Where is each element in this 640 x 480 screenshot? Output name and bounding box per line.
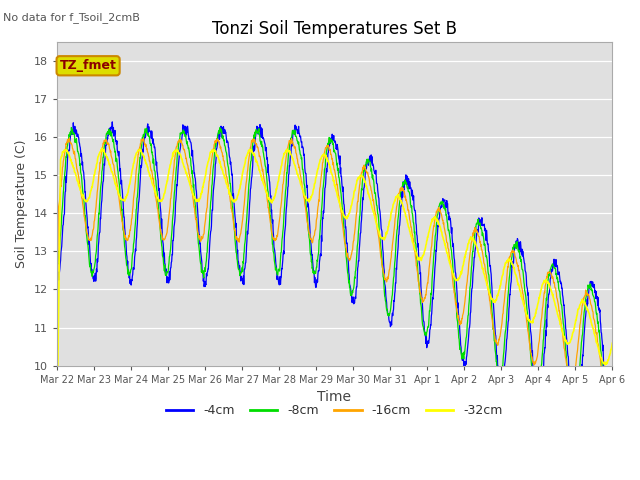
-8cm: [493, 366, 500, 372]
-8cm: [638, 414, 640, 420]
-8cm: [68, 125, 76, 131]
-16cm: [146, 158, 154, 164]
-4cm: [146, 128, 154, 134]
-32cm: [53, 453, 61, 459]
Text: TZ_fmet: TZ_fmet: [60, 59, 116, 72]
-32cm: [98, 145, 106, 151]
Line: -16cm: -16cm: [57, 138, 640, 480]
-8cm: [146, 137, 154, 143]
-8cm: [327, 137, 335, 143]
-32cm: [580, 299, 588, 304]
Legend: -4cm, -8cm, -16cm, -32cm: -4cm, -8cm, -16cm, -32cm: [161, 399, 508, 422]
-4cm: [338, 180, 346, 186]
-4cm: [53, 273, 61, 279]
-32cm: [638, 382, 640, 388]
-32cm: [146, 173, 154, 179]
-32cm: [493, 294, 500, 300]
-8cm: [580, 314, 588, 320]
-32cm: [338, 207, 346, 213]
-16cm: [338, 217, 346, 223]
-16cm: [638, 411, 640, 417]
-32cm: [327, 166, 335, 172]
-4cm: [327, 140, 335, 146]
-16cm: [493, 340, 500, 346]
Line: -4cm: -4cm: [57, 122, 640, 473]
-4cm: [638, 389, 640, 395]
Line: -32cm: -32cm: [57, 148, 640, 480]
X-axis label: Time: Time: [317, 390, 351, 404]
-4cm: [493, 356, 500, 362]
-16cm: [66, 135, 74, 141]
-16cm: [327, 152, 335, 157]
-16cm: [580, 296, 588, 302]
-4cm: [580, 340, 588, 346]
Line: -8cm: -8cm: [57, 128, 640, 480]
Y-axis label: Soil Temperature (C): Soil Temperature (C): [15, 140, 28, 268]
-8cm: [53, 429, 61, 435]
-4cm: [108, 119, 116, 125]
-8cm: [338, 199, 346, 204]
Text: No data for f_Tsoil_2cmB: No data for f_Tsoil_2cmB: [3, 12, 140, 23]
Title: Tonzi Soil Temperatures Set B: Tonzi Soil Temperatures Set B: [212, 20, 457, 38]
